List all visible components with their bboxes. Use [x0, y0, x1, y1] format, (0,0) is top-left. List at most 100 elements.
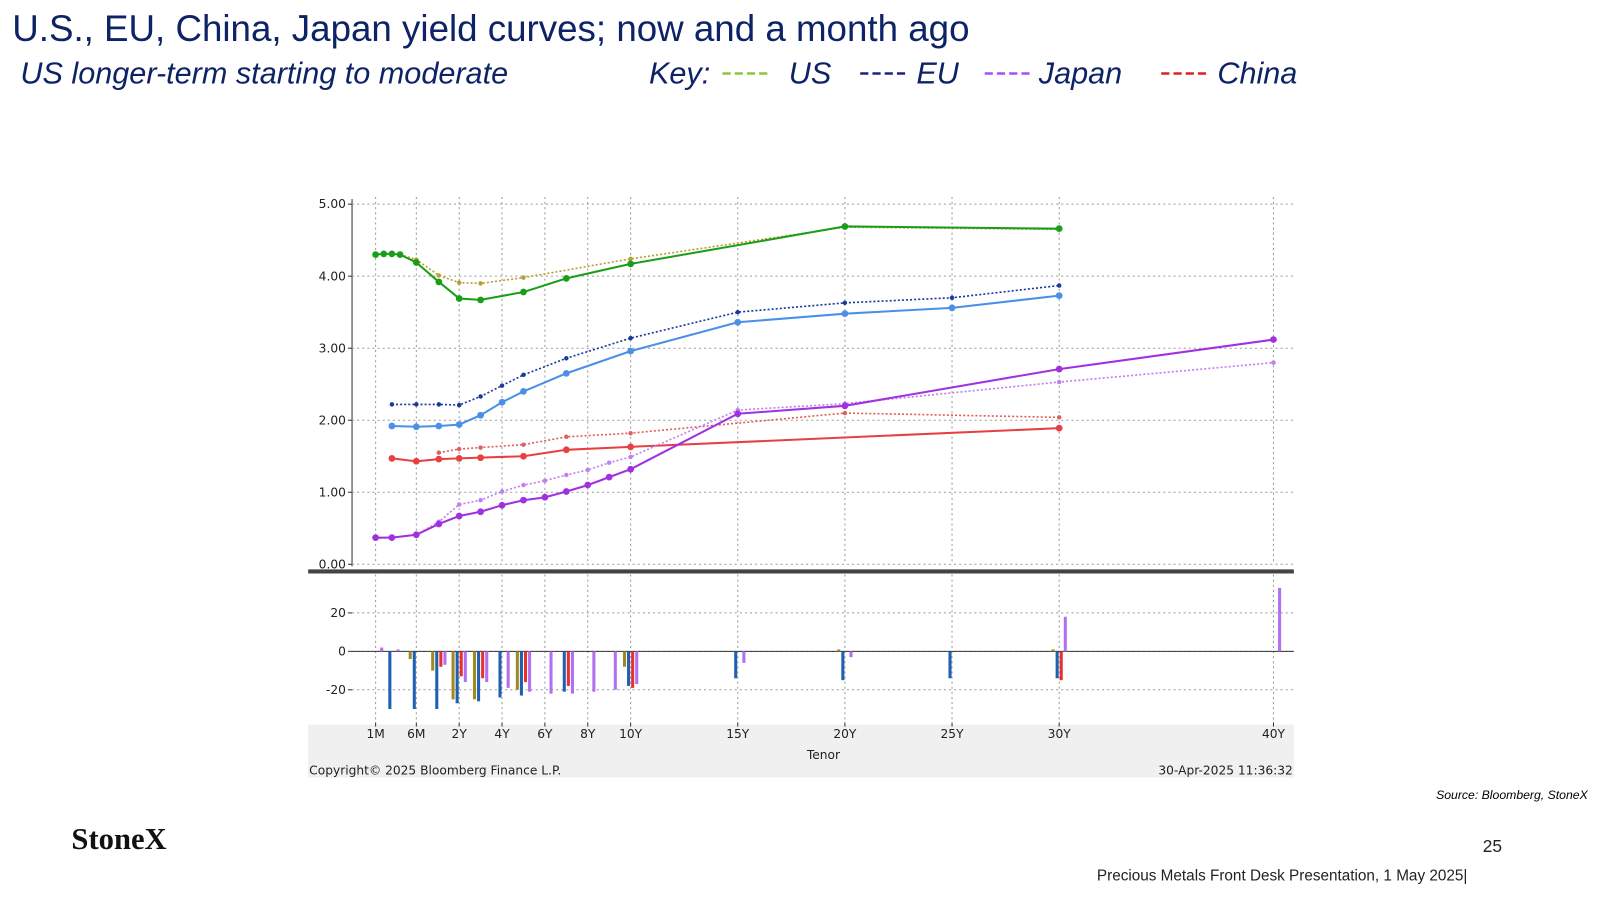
- point: [388, 422, 396, 430]
- bar: [396, 649, 400, 652]
- x-tick-label: 25Y: [941, 727, 965, 741]
- point: [499, 489, 505, 494]
- x-tick-label: 4Y: [494, 727, 510, 741]
- bar: [485, 651, 489, 683]
- bar: [566, 651, 570, 686]
- point: [1055, 292, 1063, 299]
- point: [412, 423, 420, 431]
- point: [521, 275, 526, 280]
- point: [734, 318, 742, 326]
- point: [499, 383, 505, 388]
- axis-strip: [308, 724, 1294, 778]
- point: [562, 370, 570, 377]
- bar: [506, 651, 510, 688]
- point: [388, 455, 396, 462]
- point: [948, 304, 956, 312]
- curve: [375, 361, 1274, 540]
- y-tick-label: -20: [326, 683, 346, 697]
- y-tick-label: 1.00: [319, 485, 346, 499]
- bar: [627, 651, 631, 686]
- bar: [408, 651, 412, 660]
- bar: [443, 651, 447, 665]
- point: [436, 273, 442, 278]
- x-tick-label: 8Y: [580, 727, 596, 741]
- point: [562, 488, 570, 495]
- y-tick-label: 2.00: [319, 413, 346, 427]
- copyright: Copyright© 2025 Bloomberg Finance L.P.: [309, 763, 561, 777]
- point: [628, 335, 633, 341]
- point: [436, 402, 442, 407]
- bar: [439, 651, 443, 667]
- point: [1270, 336, 1277, 343]
- point: [388, 250, 396, 258]
- point: [521, 442, 526, 447]
- point: [562, 446, 570, 454]
- bar: [1051, 649, 1055, 652]
- point: [498, 501, 506, 509]
- point: [841, 402, 849, 410]
- point: [435, 278, 443, 286]
- point: [477, 454, 484, 462]
- chart-frame: [308, 193, 1294, 778]
- point: [1056, 283, 1062, 288]
- point: [1271, 360, 1276, 365]
- point: [1055, 225, 1063, 232]
- bar: [631, 651, 635, 688]
- subtitle: US longer-term starting to moderate: [20, 57, 508, 91]
- point: [455, 295, 463, 302]
- x-tick-label: 20Y: [833, 727, 857, 741]
- point: [456, 402, 462, 408]
- point: [380, 250, 388, 258]
- x-tick-label: 6Y: [537, 727, 553, 741]
- point: [388, 534, 396, 542]
- bar: [570, 651, 574, 694]
- bar: [388, 651, 392, 709]
- point: [455, 512, 463, 520]
- point: [477, 508, 484, 516]
- point: [564, 434, 569, 440]
- point: [735, 309, 740, 315]
- point: [541, 493, 549, 501]
- point: [627, 260, 634, 268]
- y-tick-label: 5.00: [319, 197, 346, 211]
- bar: [515, 651, 519, 690]
- point: [372, 251, 379, 258]
- point: [627, 347, 634, 355]
- point: [412, 259, 420, 266]
- bar: [562, 651, 566, 692]
- bar: [841, 651, 845, 681]
- bar: [380, 647, 384, 652]
- point: [478, 394, 483, 399]
- y-tick-label: 20: [330, 606, 346, 620]
- point: [436, 450, 442, 455]
- point: [562, 274, 570, 282]
- bar: [459, 651, 463, 677]
- bar: [622, 651, 627, 667]
- point: [477, 296, 484, 304]
- point: [542, 478, 548, 483]
- footer: Precious Metals Front Desk Presentation,…: [1097, 868, 1467, 885]
- point: [455, 455, 463, 462]
- bar: [592, 651, 596, 692]
- key-label: Key:: [649, 57, 710, 91]
- point: [564, 472, 569, 478]
- point: [841, 310, 849, 317]
- point: [627, 443, 634, 451]
- point: [584, 481, 592, 489]
- point: [520, 388, 527, 395]
- point: [478, 497, 483, 503]
- x-tick-label: 1M: [366, 727, 384, 741]
- point: [520, 452, 527, 460]
- bar: [742, 651, 746, 663]
- curve: [438, 412, 1060, 454]
- key: US EU Japan China: [722, 57, 1297, 91]
- point: [628, 454, 633, 460]
- plot: 0.00 1.00 2.00 3.00 4.00 5.00 -20 0 20 1M 6M 2Y 4Y 6Y…: [319, 196, 1294, 741]
- bar: [431, 651, 435, 671]
- point: [605, 473, 613, 481]
- bar: [849, 651, 853, 658]
- page-number: 25: [1483, 836, 1502, 856]
- key-entry: US: [789, 57, 832, 91]
- point: [435, 520, 443, 528]
